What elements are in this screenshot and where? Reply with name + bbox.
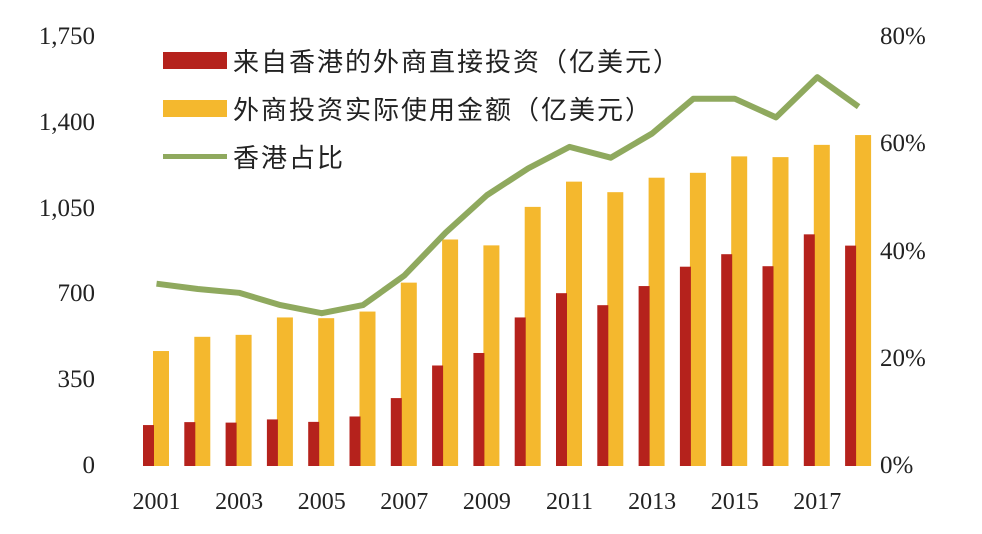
right-axis-tick-label: 60% [880,130,926,158]
bar-total-fdi-2012 [607,192,624,467]
left-axis-tick-label: 1,750 [38,23,95,50]
bar-hk-fdi-2011 [556,293,567,466]
bar-hk-fdi-2013 [638,286,650,466]
bar-total-fdi-2013 [648,177,665,466]
legend-swatch-yellow-bar [163,99,227,117]
bar-total-fdi-2006 [359,311,376,466]
x-axis-tick-label: 2013 [628,489,677,515]
bar-hk-fdi-2007 [390,398,402,466]
legend-swatch-green-line [163,153,227,159]
line-hk-share [156,74,861,317]
left-axis-tick-label: 350 [57,366,96,394]
bar-hk-fdi-2014 [679,266,691,466]
bar-total-fdi-2005 [318,318,335,466]
bar-hk-fdi-2004 [266,419,278,466]
x-axis-tick-label: 2011 [545,489,594,515]
x-axis-tick-label: 2015 [710,489,759,515]
right-axis-tick-label: 80% [880,23,926,50]
bar-total-fdi-2001 [153,351,169,466]
x-axis-tick-label: 2005 [297,489,346,515]
left-axis-tick-label: 700 [57,280,96,308]
bar-hk-fdi-2010 [514,317,526,466]
bar-total-fdi-2015 [731,156,748,466]
x-axis-tick-label: 2017 [793,489,842,515]
legend-item-hk-share: 香港占比 [163,136,345,176]
bar-total-fdi-2017 [813,144,830,466]
bar-hk-fdi-2016 [762,266,774,466]
bar-hk-fdi-2001 [143,425,154,466]
left-axis-tick-label: 1,050 [38,194,95,222]
legend-label: 来自香港的外商直接投资（亿美元） [233,47,682,78]
bar-hk-fdi-2015 [721,254,733,466]
legend-label: 香港占比 [233,143,346,174]
bar-hk-fdi-2012 [597,305,609,466]
legend-label: 外商投资实际使用金额（亿美元） [233,95,654,126]
legend-item-hk-fdi: 来自香港的外商直接投资（亿美元） [163,40,681,80]
bar-total-fdi-2004 [276,317,293,466]
x-axis-tick-label: 2007 [380,489,429,515]
bar-hk-fdi-2018 [845,245,857,466]
bar-hk-fdi-2006 [349,416,361,466]
bar-total-fdi-2011 [566,181,582,467]
bar-hk-fdi-2005 [308,421,320,466]
bar-total-fdi-2009 [483,245,500,466]
bar-hk-fdi-2002 [184,422,196,466]
bar-total-fdi-2007 [400,282,417,466]
right-axis-tick-label: 20% [880,344,926,372]
x-axis-tick-label: 2003 [215,489,264,515]
bar-hk-fdi-2003 [225,422,237,466]
bar-hk-fdi-2017 [803,234,815,466]
legend-swatch-red-bar [163,51,227,69]
x-axis-tick-label: 2009 [462,489,511,515]
bar-total-fdi-2008 [442,239,459,466]
right-axis-tick-label: 40% [880,237,926,265]
bar-total-fdi-2010 [524,206,541,466]
left-axis-tick-label: 0 [82,452,96,479]
bar-hk-fdi-2008 [432,365,444,466]
bar-total-fdi-2014 [689,172,706,466]
legend-item-total-fdi: 外商投资实际使用金额（亿美元） [163,88,653,128]
left-axis-tick-label: 1,400 [38,108,95,136]
x-axis-tick-label: 2001 [132,489,181,515]
bar-total-fdi-2018 [855,135,872,467]
right-axis-tick-label: 0% [880,452,914,479]
bar-total-fdi-2003 [235,334,252,466]
bar-hk-fdi-2009 [473,352,485,466]
bar-total-fdi-2002 [194,336,211,466]
bar-total-fdi-2016 [772,157,789,466]
